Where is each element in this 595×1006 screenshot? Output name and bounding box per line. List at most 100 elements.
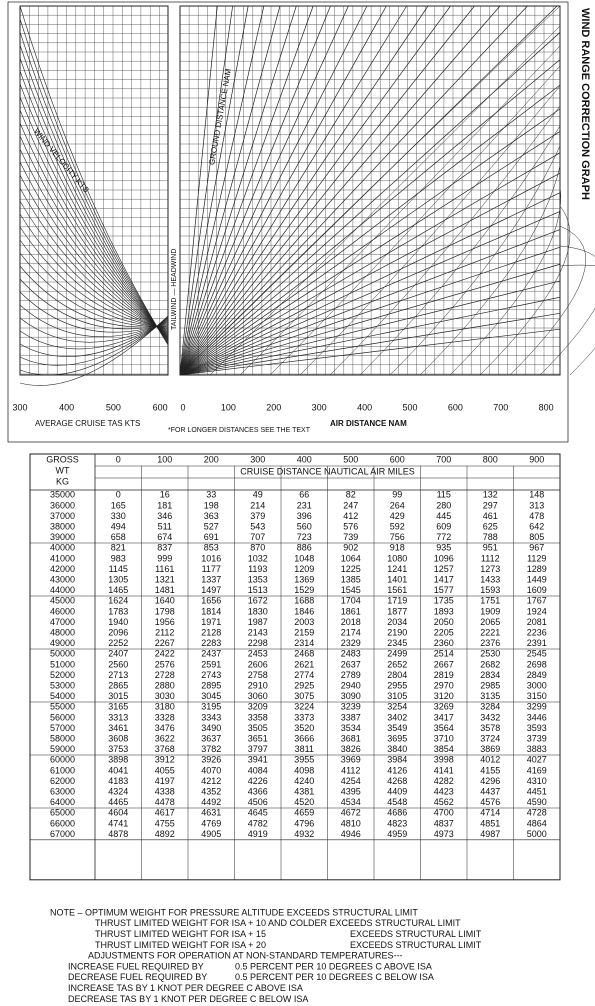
distance-cell: 3328 [155, 712, 175, 722]
note-text: DECREASE FUEL REQUIRED BY [68, 972, 207, 982]
distance-cell: 2174 [341, 627, 361, 637]
distance-cell: 2468 [294, 649, 314, 659]
range-line [179, 5, 528, 376]
distance-cell: 66 [299, 490, 309, 500]
distance-cell: 3417 [434, 712, 454, 722]
weight-cell: 64000 [50, 797, 75, 807]
distance-cell: 2985 [480, 680, 500, 690]
distance-cell: 4012 [480, 755, 500, 765]
distance-cell: 1987 [248, 617, 268, 627]
weight-cell: 60000 [50, 755, 75, 765]
range-line [179, 312, 561, 376]
distance-cell: 1337 [201, 574, 221, 584]
column-label: 900 [529, 454, 544, 464]
distance-cell: 3209 [248, 702, 268, 712]
distance-cell: 3826 [341, 744, 361, 754]
weight-cell: 36000 [50, 500, 75, 510]
wind-curve [19, 317, 169, 366]
distance-cell: 2283 [201, 638, 221, 648]
weight-cell: 57000 [50, 723, 75, 733]
distance-cell: 3150 [527, 691, 547, 701]
distance-cell: 4851 [480, 818, 500, 828]
wind-curve [19, 70, 169, 341]
distance-cell: 3165 [108, 702, 128, 712]
distance-cell: 396 [297, 511, 312, 521]
distance-cell: 1048 [294, 553, 314, 563]
corner-label: KG [56, 476, 69, 486]
distance-cell: 4823 [387, 818, 407, 828]
distance-cell: 1241 [387, 564, 407, 574]
weight-cell: 65000 [50, 808, 75, 818]
distance-cell: 1909 [480, 606, 500, 616]
weight-cell: 37000 [50, 511, 75, 521]
distance-cell: 3998 [434, 755, 454, 765]
distance-cell: 1497 [201, 585, 221, 595]
weight-cell: 67000 [50, 829, 75, 839]
distance-cell: 1353 [248, 574, 268, 584]
distance-cell: 4070 [201, 765, 221, 775]
distance-cell: 4892 [155, 829, 175, 839]
distance-cell: 3710 [434, 733, 454, 743]
weight-cell: 59000 [50, 744, 75, 754]
distance-tick-label: 400 [357, 402, 372, 412]
distance-cell: 2652 [387, 659, 407, 669]
distance-cell: 1640 [155, 596, 175, 606]
wind-curve [19, 187, 169, 332]
distance-cell: 165 [111, 500, 126, 510]
weight-cell: 44000 [50, 585, 75, 595]
ground-label: GROUND DISTANCE NAM [207, 68, 233, 166]
distance-cell: 33 [206, 490, 216, 500]
weight-cell: 54000 [50, 691, 75, 701]
distance-cell: 1129 [527, 553, 546, 563]
distance-cell: 1064 [341, 553, 361, 563]
tas-label: AVERAGE CRUISE TAS KTS [35, 419, 140, 428]
distance-cell: 3608 [108, 733, 128, 743]
distance-cell: 3912 [155, 755, 175, 765]
distance-cell: 3195 [201, 702, 221, 712]
range-line [179, 5, 297, 376]
distance-cell: 4338 [155, 786, 175, 796]
distance-cell: 4240 [294, 776, 314, 786]
distance-cell: 560 [297, 521, 312, 531]
range-line [179, 5, 331, 376]
distance-cell: 313 [529, 500, 544, 510]
ground-curve [269, 65, 561, 376]
weight-cell: 58000 [50, 733, 75, 743]
distance-cell: 214 [250, 500, 265, 510]
weight-cell: 61000 [50, 765, 75, 775]
distance-cell: 3969 [341, 755, 361, 765]
wind-curve [19, 122, 169, 337]
weight-cell: 49000 [50, 638, 75, 648]
distance-cell: 658 [111, 532, 126, 542]
note-text: DECREASE TAS BY 1 KNOT PER DEGREE C BELO… [68, 994, 308, 1004]
distance-cell: 886 [297, 543, 312, 553]
distance-cell: 2530 [480, 649, 500, 659]
range-line [179, 5, 451, 376]
weight-cell: 45000 [50, 596, 75, 606]
wind-curve [19, 304, 169, 337]
distance-tick-label: 300 [312, 402, 327, 412]
distance-cell: 870 [250, 543, 265, 553]
note-text: 0.5 PERCENT PER 10 DEGREES C ABOVE ISA [235, 961, 432, 971]
distance-cell: 1971 [201, 617, 221, 627]
note-text: 0.5 PERCENT PER 10 DEGREES C BELOW ISA [235, 972, 434, 982]
distance-cell: 4576 [480, 797, 500, 807]
distance-cell: 1385 [341, 574, 361, 584]
distance-cell: 3254 [387, 702, 407, 712]
column-label: 100 [157, 454, 172, 464]
distance-cell: 2422 [155, 649, 175, 659]
distance-cell: 1369 [294, 574, 314, 584]
column-label: 600 [390, 454, 405, 464]
distance-cell: 2360 [434, 638, 454, 648]
distance-cell: 1481 [155, 585, 175, 595]
range-line [179, 263, 561, 376]
distance-cell: 445 [436, 511, 451, 521]
distance-cell: 4027 [527, 755, 547, 765]
distance-cell: 3358 [248, 712, 268, 722]
distance-cell: 2804 [387, 670, 407, 680]
distance-cell: 1016 [201, 553, 221, 563]
distance-cell: 2667 [434, 659, 454, 669]
distance-cell: 2003 [294, 617, 314, 627]
weight-cell: 52000 [50, 670, 75, 680]
distance-cell: 4562 [434, 797, 454, 807]
